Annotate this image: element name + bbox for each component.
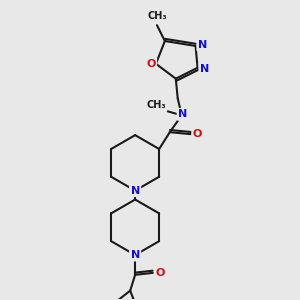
Text: CH₃: CH₃ [147, 11, 167, 21]
Text: CH₃: CH₃ [146, 100, 166, 110]
Text: N: N [130, 186, 140, 196]
Text: N: N [178, 109, 187, 119]
Text: N: N [198, 40, 207, 50]
Text: N: N [200, 64, 209, 74]
Text: N: N [130, 250, 140, 260]
Text: O: O [193, 129, 202, 139]
Text: O: O [155, 268, 165, 278]
Text: O: O [146, 59, 156, 69]
